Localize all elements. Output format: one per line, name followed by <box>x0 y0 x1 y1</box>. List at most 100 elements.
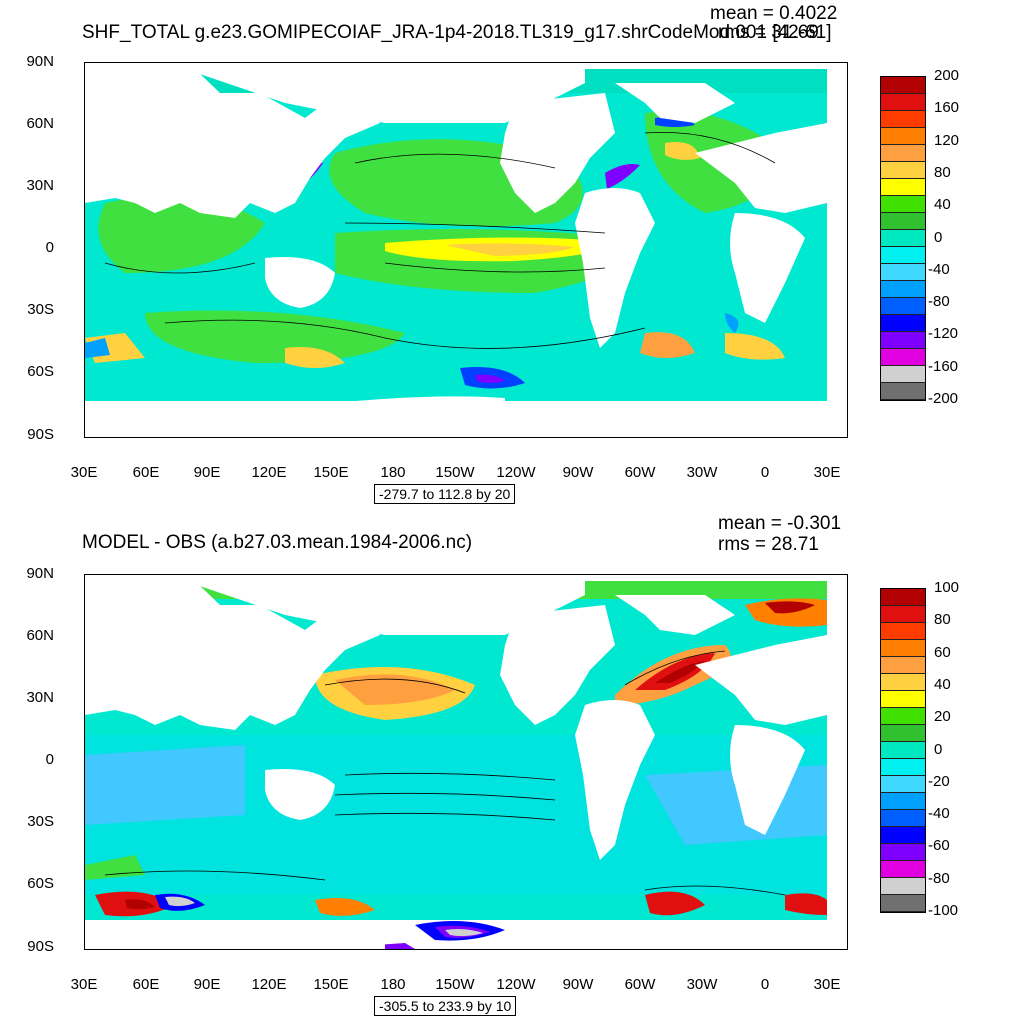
colorbar-swatch <box>881 776 925 793</box>
colorbar-swatch <box>881 844 925 861</box>
colorbar-swatch <box>881 657 925 674</box>
colorbar-swatch <box>881 623 925 640</box>
rms-value: rms = 28.71 <box>718 534 819 555</box>
lon-label: 150W <box>435 464 475 481</box>
lon-label: 30E <box>70 976 98 993</box>
lat-label: 60S <box>27 363 54 380</box>
lon-label: 90E <box>193 464 221 481</box>
map-plot <box>84 62 848 438</box>
colorbar-swatch <box>881 810 925 827</box>
colorbar-swatch <box>881 298 925 315</box>
panel-title: MODEL - OBS (a.b27.03.mean.1984-2006.nc) <box>82 532 473 553</box>
lat-label: 90S <box>27 938 54 955</box>
lat-label: 30S <box>27 813 54 830</box>
contour-info: -305.5 to 233.9 by 10 <box>374 996 517 1016</box>
colorbar-swatch <box>881 213 925 230</box>
lat-label: 30N <box>26 689 54 706</box>
lon-label: 0 <box>760 464 770 481</box>
mean-value: mean = 0.4022 <box>710 3 838 24</box>
colorbar-label: -20 <box>928 772 950 790</box>
colorbar-label: 0 <box>934 740 943 758</box>
colorbar-swatch <box>881 281 925 298</box>
lon-label: 120W <box>496 976 536 993</box>
lon-label: 120E <box>251 464 287 481</box>
lon-label: 30E <box>813 464 841 481</box>
colorbar-swatch <box>881 878 925 895</box>
colorbar-swatch <box>881 640 925 657</box>
colorbar-swatch <box>881 861 925 878</box>
lat-label: 30S <box>27 301 54 318</box>
lon-label: 0 <box>760 976 770 993</box>
colorbar-swatch <box>881 383 925 400</box>
colorbar-swatch <box>881 264 925 281</box>
map-field <box>85 63 847 437</box>
colorbar-label: -40 <box>928 260 950 278</box>
colorbar <box>880 588 926 913</box>
mean-value: mean = -0.301 <box>718 513 842 534</box>
lat-label: 30N <box>26 177 54 194</box>
lat-label: 0 <box>45 751 54 768</box>
colorbar-label: -200 <box>928 390 959 407</box>
lon-label: 60W <box>624 464 656 481</box>
lon-label: 30E <box>70 464 98 481</box>
lat-label: 90N <box>26 565 54 582</box>
colorbar-label: 160 <box>934 99 960 117</box>
map-field <box>85 575 847 949</box>
lat-label: 0 <box>45 239 54 256</box>
colorbar-swatch <box>881 247 925 264</box>
colorbar-swatch <box>881 827 925 844</box>
lon-label: 180 <box>380 976 406 993</box>
colorbar-swatch <box>881 589 925 606</box>
colorbar-swatch <box>881 128 925 145</box>
lon-label: 150W <box>435 976 475 993</box>
colorbar-label: -160 <box>928 357 959 375</box>
colorbar-swatch <box>881 230 925 247</box>
map-plot <box>84 574 848 950</box>
lon-label: 60E <box>132 976 160 993</box>
colorbar-label: 100 <box>934 579 960 596</box>
panel-title: SHF_TOTAL g.e23.GOMIPECOIAF_JRA-1p4-2018… <box>82 22 832 43</box>
colorbar-label: 200 <box>934 67 960 84</box>
lon-label: 90W <box>562 464 594 481</box>
colorbar-label: -120 <box>928 325 959 343</box>
colorbar-swatch <box>881 77 925 94</box>
colorbar-label: -100 <box>928 902 959 919</box>
colorbar-swatch <box>881 145 925 162</box>
colorbar-label: 80 <box>934 163 951 181</box>
colorbar-label: -60 <box>928 837 950 855</box>
colorbar-label: -80 <box>928 293 950 311</box>
colorbar-swatch <box>881 759 925 776</box>
colorbar-label: 40 <box>934 675 951 693</box>
colorbar-swatch <box>881 895 925 912</box>
colorbar-swatch <box>881 315 925 332</box>
colorbar-swatch <box>881 332 925 349</box>
lat-label: 90N <box>26 53 54 70</box>
lat-label: 60S <box>27 875 54 892</box>
panel-model-obs: MODEL - OBS (a.b27.03.mean.1984-2006.nc)… <box>0 512 1024 1024</box>
colorbar-swatch <box>881 366 925 383</box>
lon-label: 30W <box>686 976 718 993</box>
lon-label: 90W <box>562 976 594 993</box>
colorbar-swatch <box>881 162 925 179</box>
colorbar-swatch <box>881 349 925 366</box>
contour-info: -279.7 to 112.8 by 20 <box>374 484 516 504</box>
colorbar-label: 0 <box>934 228 943 246</box>
colorbar-label: -40 <box>928 805 950 823</box>
colorbar-label: 120 <box>934 131 960 149</box>
colorbar-swatch <box>881 793 925 810</box>
colorbar <box>880 76 926 401</box>
lon-label: 120E <box>251 976 287 993</box>
rms-value: rms = 31.69 <box>718 22 819 43</box>
lon-label: 150E <box>313 976 349 993</box>
colorbar-swatch <box>881 674 925 691</box>
colorbar-swatch <box>881 708 925 725</box>
lon-label: 90E <box>193 976 221 993</box>
colorbar-swatch <box>881 111 925 128</box>
lon-label: 150E <box>313 464 349 481</box>
lon-label: 60E <box>132 464 160 481</box>
colorbar-swatch <box>881 742 925 759</box>
colorbar-swatch <box>881 94 925 111</box>
colorbar-swatch <box>881 196 925 213</box>
lat-label: 90S <box>27 426 54 443</box>
colorbar-swatch <box>881 725 925 742</box>
